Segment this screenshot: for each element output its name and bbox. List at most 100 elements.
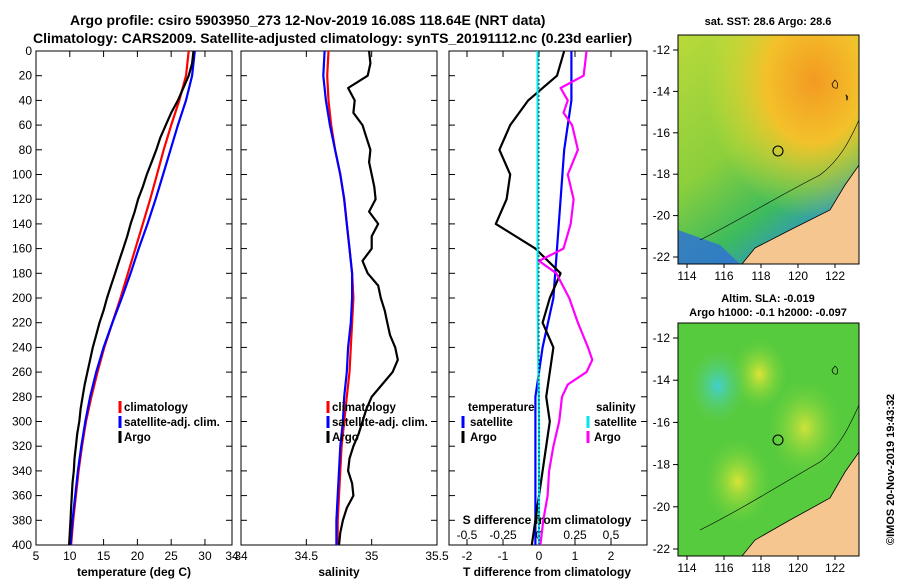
depth-tick-label: 100: [12, 168, 32, 182]
sst-map-image: [677, 34, 860, 265]
legend-label-satellite: satellite-adj. clim.: [124, 417, 220, 429]
legend-label-climatology: climatology: [124, 402, 189, 414]
x-tick-label: 1: [572, 549, 579, 563]
sla-map-image: [677, 322, 860, 557]
x-tick-label: 15: [97, 549, 111, 563]
lon-tick-label: 116: [714, 269, 733, 283]
lon-tick-label: 122: [825, 561, 845, 575]
salinity-x-label: salinity: [318, 565, 360, 579]
lat-tick-label: -14: [653, 84, 671, 98]
temperature-x-axis: 5 10 15 20 25 30 34: [33, 51, 239, 563]
lon-tick-label: 114: [677, 561, 696, 575]
depth-tick-label: 60: [19, 118, 33, 132]
imos-watermark: ©IMOS 20-Nov-2019 19:43:32: [885, 394, 897, 545]
depth-tick-label: 140: [12, 217, 32, 231]
lat-tick-label: -20: [653, 500, 671, 514]
x-tick-label: 2: [608, 549, 615, 563]
salinity-panel: 34 34.5 35 35.5 climatology satellite-adj. …: [234, 50, 449, 579]
lat-tick-label: -16: [653, 415, 671, 429]
salinity-legend: climatology satellite-adj. clim. Argo: [326, 401, 428, 444]
legend-title-salinity: salinity: [596, 402, 636, 414]
lat-tick-label: -22: [653, 250, 671, 264]
depth-tick-label: 80: [19, 143, 33, 157]
x-tick-label: 34.5: [295, 549, 319, 563]
series-line-satellite-adj-clim-: [322, 50, 354, 545]
depth-tick-label: 0: [25, 44, 32, 58]
depth-tick-label: 380: [12, 513, 32, 527]
x-tick-label: 25: [164, 549, 178, 563]
x-tick-label: 30: [198, 549, 212, 563]
x-tick-label: -1: [498, 549, 509, 563]
depth-tick-label: 160: [12, 242, 32, 256]
legend-label-t-argo: Argo: [470, 432, 497, 444]
legend-label-s-satellite: satellite: [594, 417, 637, 429]
s-tick-label: -0.5: [457, 528, 478, 542]
depth-tick-label: 300: [12, 415, 32, 429]
s-difference-label: S difference from climatology: [463, 513, 632, 527]
lon-tick-label: 114: [677, 269, 696, 283]
s-tick-label: -0.25: [489, 528, 517, 542]
argo-location-marker: [772, 434, 784, 446]
series-line-temperature-satellite: [534, 51, 573, 545]
x-tick-label: -2: [462, 549, 473, 563]
depth-tick-label: 200: [12, 291, 32, 305]
lon-tick-label: 120: [788, 269, 808, 283]
argo-location-marker: [772, 145, 784, 157]
lon-tick-label: 120: [788, 561, 808, 575]
lon-tick-label: 118: [751, 561, 770, 575]
lon-tick-label: 116: [714, 561, 733, 575]
x-tick-label: 35.5: [425, 549, 449, 563]
difference-legend-temperature: temperature satellite Argo: [461, 402, 534, 444]
legend-label-s-argo: Argo: [594, 432, 621, 444]
legend-label-argo: Argo: [124, 432, 151, 444]
series-line-temperature-argo: [494, 50, 566, 546]
series-line-salinity-argo: [537, 50, 594, 546]
salinity-y-ticks: [241, 50, 437, 546]
x-tick-label: 0: [536, 549, 543, 563]
difference-legend-salinity: salinity satellite Argo: [586, 402, 637, 444]
lat-tick-label: -18: [653, 167, 671, 181]
x-tick-label: 35: [365, 549, 379, 563]
sst-map-panel: sat. SST: 28.6 Argo: 28.6 -12 -14 -16 -18 -2…: [653, 16, 860, 283]
sla-map-subtitle: Argo h1000: -0.1 h2000: -0.097: [689, 307, 847, 319]
depth-tick-label: 20: [19, 69, 33, 83]
depth-tick-label: 400: [12, 538, 32, 552]
legend-label-climatology: climatology: [332, 402, 397, 414]
depth-tick-label: 120: [12, 192, 32, 206]
legend-title-temperature: temperature: [468, 402, 534, 414]
legend-label-satellite: satellite-adj. clim.: [332, 417, 428, 429]
depth-tick-label: 280: [12, 390, 32, 404]
lat-tick-label: -18: [653, 458, 671, 472]
depth-tick-label: 240: [12, 340, 32, 354]
depth-axis: 0 20 40 60 80 100 120 140 160 180 200 220 240 260 280 3…: [12, 44, 232, 552]
lat-tick-label: -12: [653, 331, 671, 345]
sst-longitude-axis: 114 116 118 120 122: [677, 264, 845, 283]
depth-tick-label: 180: [12, 266, 32, 280]
lon-tick-label: 122: [825, 269, 845, 283]
difference-panel: -2 -1 0 1 2 -0.5 -0.25 0 0.25 0.5 temperature sa…: [448, 50, 648, 579]
depth-tick-label: 40: [19, 93, 33, 107]
series-line-argo: [337, 50, 399, 546]
depth-tick-label: 360: [12, 489, 32, 503]
temperature-plot-frame: [35, 50, 233, 546]
x-tick-label: 5: [33, 549, 40, 563]
salinity-series: [322, 50, 399, 546]
series-line-satellite-adj-clim-: [69, 50, 196, 546]
lat-tick-label: -16: [653, 126, 671, 140]
x-tick-label: 34: [225, 549, 239, 563]
temperature-panel: 0 20 40 60 80 100 120 140 160 180 200 220 240 260 280 3…: [12, 44, 239, 579]
figure-title-line1: Argo profile: csiro 5903950_273 12-Nov-2…: [70, 12, 545, 28]
figure-title-line2: Climatology: CARS2009. Satellite-adjuste…: [33, 30, 632, 46]
depth-tick-label: 260: [12, 365, 32, 379]
series-line-argo: [68, 50, 195, 546]
temperature-legend: climatology satellite-adj. clim. Argo: [118, 401, 220, 444]
lat-tick-label: -20: [653, 209, 671, 223]
temperature-series: [68, 50, 196, 546]
sla-latitude-axis: -12 -14 -16 -18 -20 -22: [653, 331, 678, 556]
lat-tick-label: -14: [653, 373, 671, 387]
lat-tick-label: -22: [653, 542, 671, 556]
s-tick-label: 0.5: [603, 528, 620, 542]
sst-latitude-axis: -12 -14 -16 -18 -20 -22: [653, 43, 678, 264]
lat-tick-label: -12: [653, 43, 671, 57]
depth-tick-label: 340: [12, 464, 32, 478]
